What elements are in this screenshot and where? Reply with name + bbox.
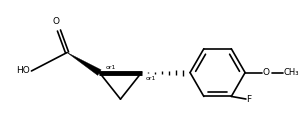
Text: CH₃: CH₃ [284, 68, 299, 77]
Text: or1: or1 [145, 76, 156, 82]
Text: or1: or1 [105, 65, 116, 70]
Text: O: O [263, 68, 270, 77]
Text: F: F [247, 95, 252, 103]
Text: HO: HO [16, 66, 30, 75]
Polygon shape [67, 53, 101, 75]
Text: O: O [53, 17, 60, 26]
